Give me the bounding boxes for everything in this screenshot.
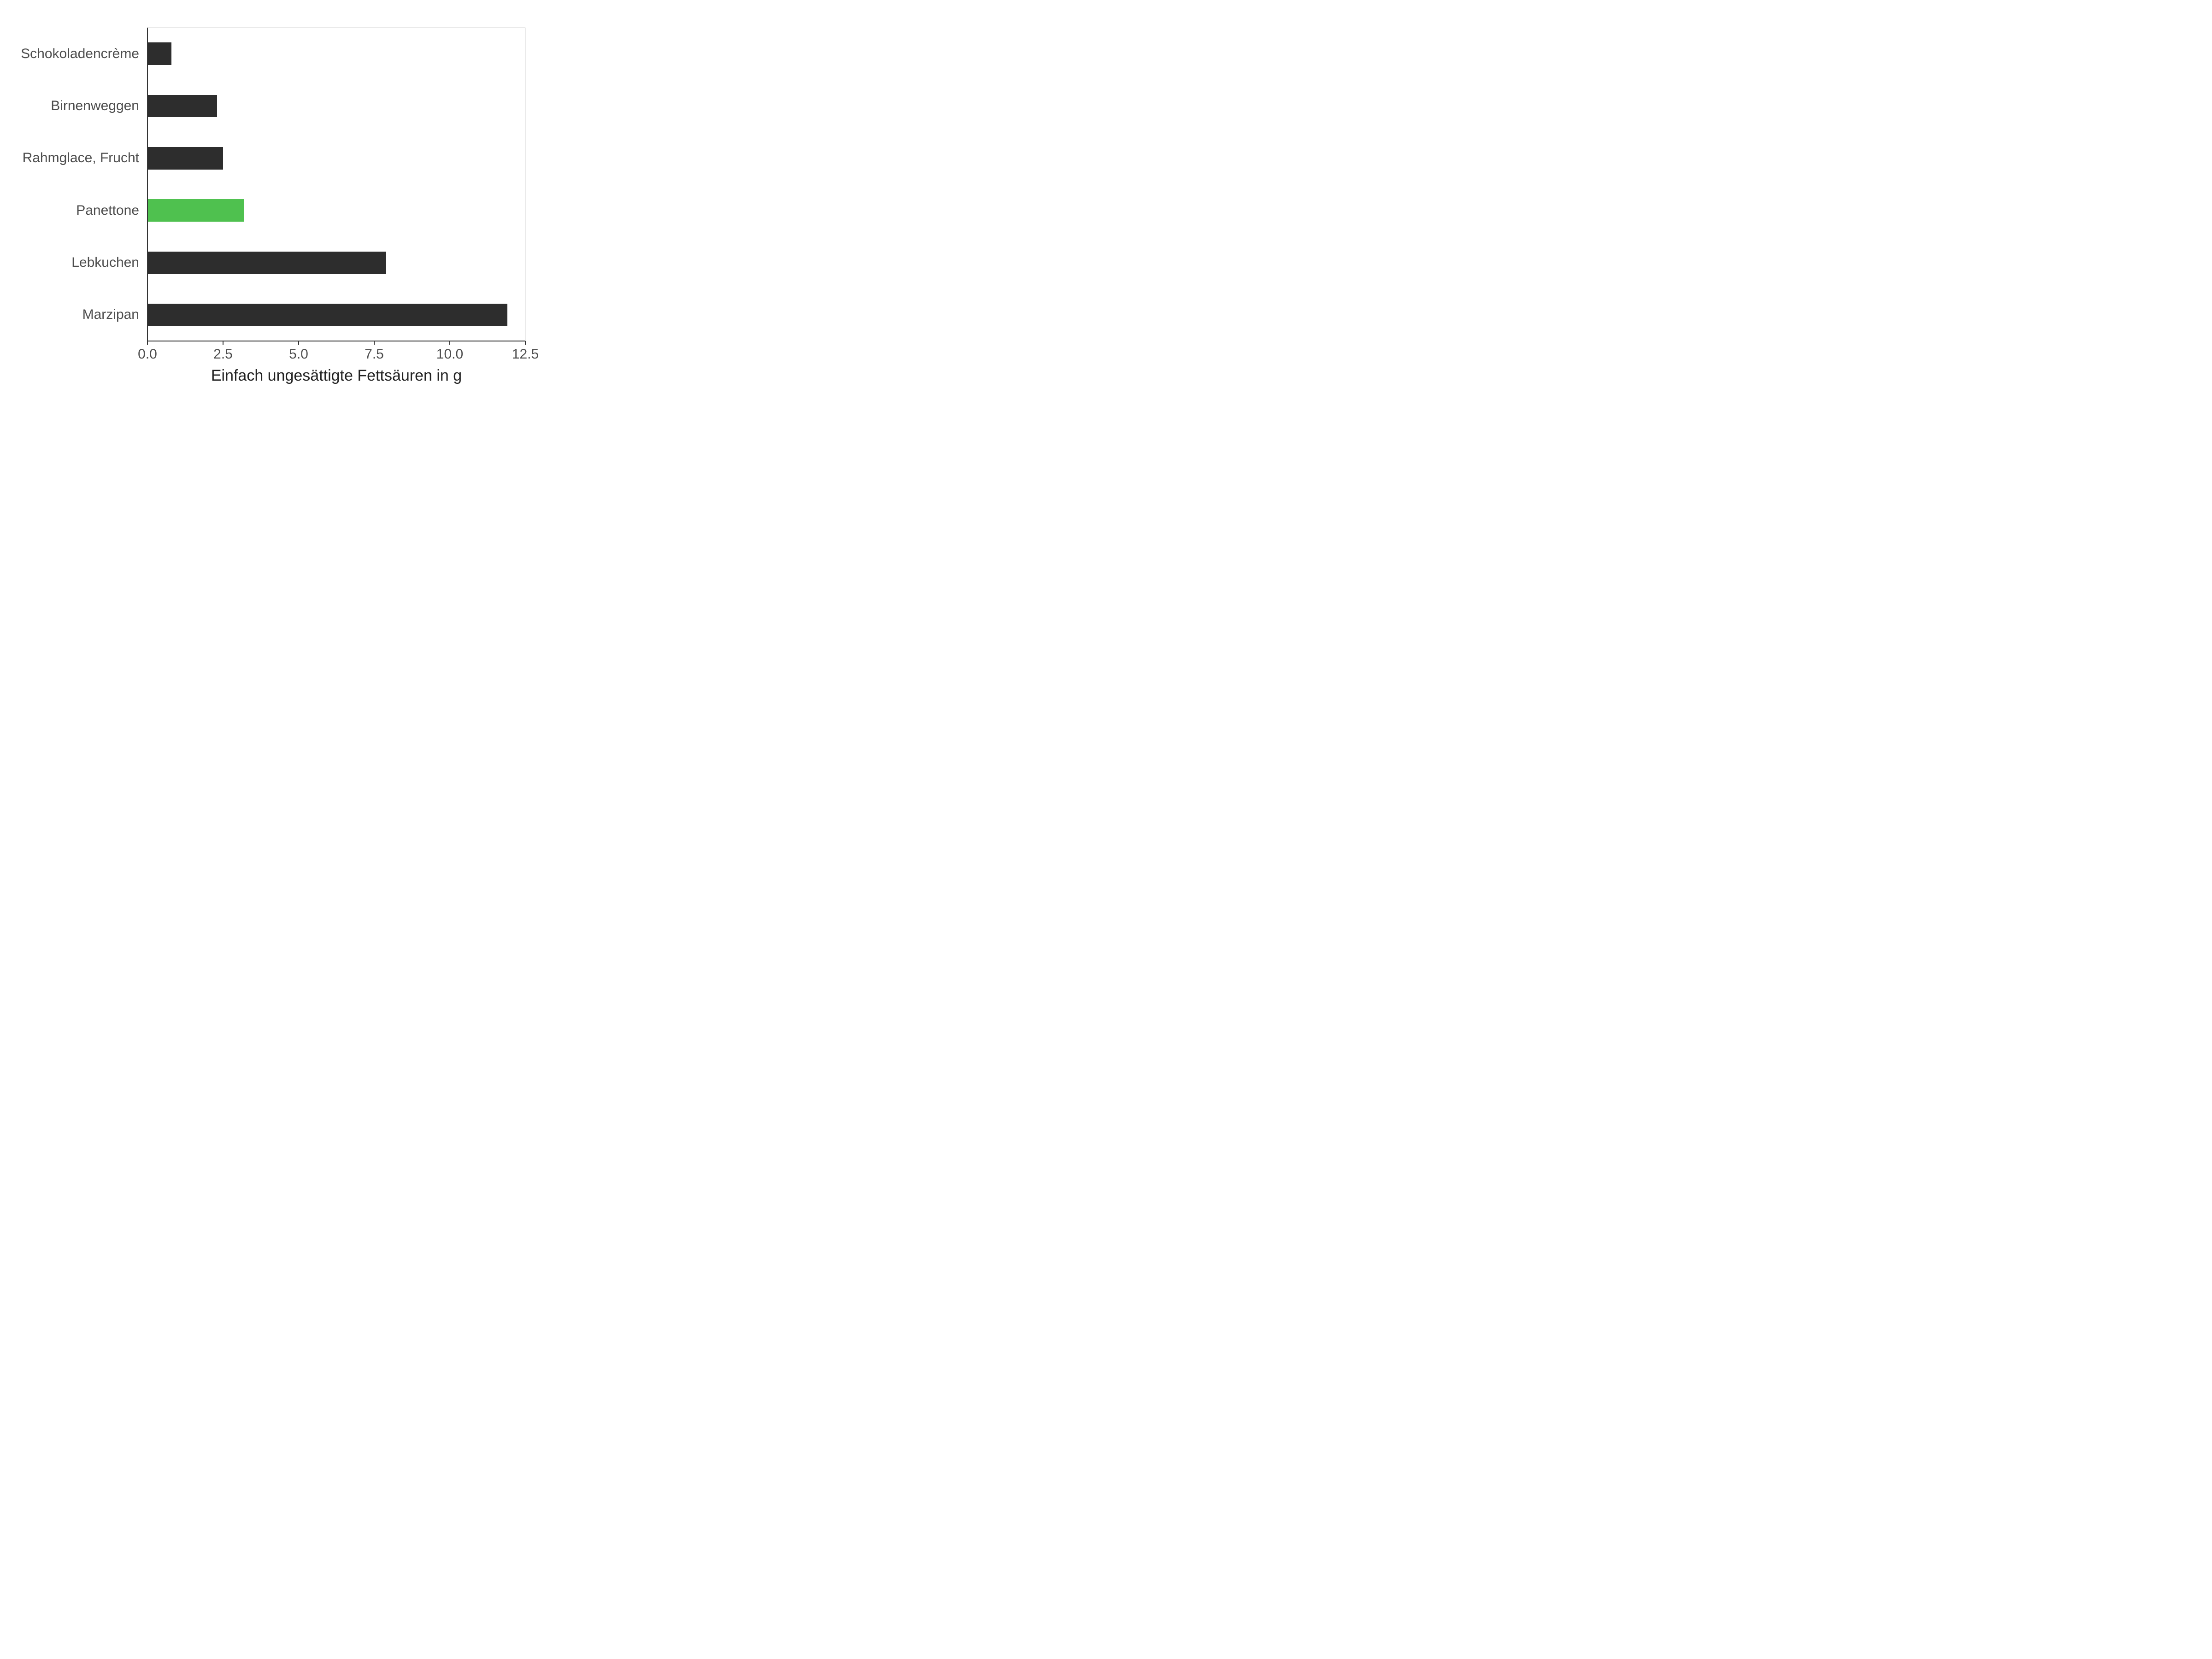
chart-body: 0.02.55.07.510.012.5SchokoladencrèmeBirn…	[9, 18, 535, 406]
x-tick-label: 0.0	[138, 341, 157, 362]
x-axis-title: Einfach ungesättigte Fettsäuren in g	[211, 341, 462, 385]
bar-row	[147, 95, 217, 118]
bar	[147, 95, 217, 118]
bar	[147, 199, 244, 222]
bar-row	[147, 199, 244, 222]
plot-area: 0.02.55.07.510.012.5SchokoladencrèmeBirn…	[147, 28, 525, 341]
y-tick-label: Panettone	[0, 203, 147, 218]
chart-container: 0.02.55.07.510.012.5SchokoladencrèmeBirn…	[0, 0, 553, 415]
bar-row	[147, 147, 223, 170]
y-tick-label: Lebkuchen	[0, 255, 147, 271]
bar	[147, 147, 223, 170]
y-tick-label: Marzipan	[0, 307, 147, 323]
y-tick-label: Rahmglace, Frucht	[0, 150, 147, 166]
bar	[147, 42, 171, 65]
y-tick-label: Schokoladencrème	[0, 46, 147, 62]
x-tick-label: 12.5	[512, 341, 539, 362]
bar	[147, 304, 507, 326]
bar-row	[147, 42, 171, 65]
bar-row	[147, 304, 507, 326]
bar-row	[147, 252, 386, 274]
y-tick-label: Birnenweggen	[0, 98, 147, 114]
y-axis-line	[147, 28, 148, 341]
bar	[147, 252, 386, 274]
plot-background	[147, 28, 525, 341]
